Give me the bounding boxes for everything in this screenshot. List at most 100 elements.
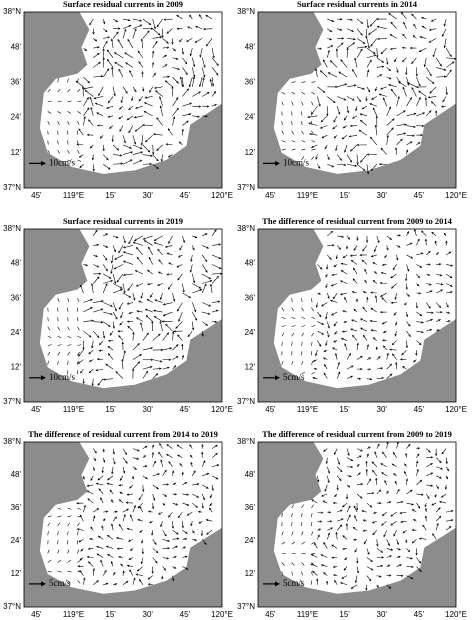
current-arrow xyxy=(102,466,104,473)
current-arrow xyxy=(429,86,437,94)
current-arrow xyxy=(144,111,153,117)
current-arrow xyxy=(406,478,408,485)
arrow-head xyxy=(323,364,327,367)
current-arrow xyxy=(360,113,367,117)
arrow-head xyxy=(445,92,448,96)
arrow-head xyxy=(388,586,392,589)
arrow-head xyxy=(123,514,126,517)
arrow-head xyxy=(368,357,372,360)
arrow-head xyxy=(381,263,385,266)
lat-label: 37°N xyxy=(3,602,21,611)
arrow-head xyxy=(82,87,86,90)
arrow-head xyxy=(371,521,375,524)
current-arrow xyxy=(315,154,318,160)
arrow-head xyxy=(107,36,111,39)
current-arrow xyxy=(301,562,305,566)
current-arrow xyxy=(366,566,374,571)
arrow-head xyxy=(97,46,100,49)
arrow-head xyxy=(138,98,142,102)
current-arrow xyxy=(337,96,346,101)
current-arrow xyxy=(112,516,117,522)
current-arrow xyxy=(354,515,358,522)
lon-label: 119°E xyxy=(63,610,84,619)
current-arrow xyxy=(101,525,104,531)
arrow-head xyxy=(155,90,158,93)
arrow-head xyxy=(389,237,393,240)
arrow-head xyxy=(153,460,156,464)
arrow-head xyxy=(450,264,454,267)
current-arrow xyxy=(192,321,194,330)
arrow-head xyxy=(152,50,155,54)
arrow-head xyxy=(393,313,396,316)
arrow-head xyxy=(114,61,117,65)
arrow-head xyxy=(196,482,200,486)
arrow-head xyxy=(360,160,363,163)
current-arrow xyxy=(332,125,338,130)
current-arrow xyxy=(165,324,173,332)
arrow-head xyxy=(330,527,334,530)
current-arrow xyxy=(311,571,313,576)
arrow-head xyxy=(181,343,184,347)
current-arrow xyxy=(328,72,338,78)
arrow-head xyxy=(327,471,330,474)
current-arrow xyxy=(96,483,104,486)
arrow-head xyxy=(89,96,92,100)
arrow-head xyxy=(167,128,171,131)
frame xyxy=(23,228,223,403)
arrow-head xyxy=(134,270,138,273)
current-arrow xyxy=(176,264,183,268)
current-arrow xyxy=(431,232,437,237)
current-arrow xyxy=(57,522,61,527)
current-arrow xyxy=(406,444,411,449)
current-arrow xyxy=(355,106,358,111)
arrow-head xyxy=(136,457,140,460)
current-arrow xyxy=(416,330,424,333)
arrow-head xyxy=(111,471,114,475)
arrow-head xyxy=(341,330,345,333)
current-arrow xyxy=(103,273,112,279)
current-arrow xyxy=(376,367,383,370)
lat-label: 37°N xyxy=(237,397,255,406)
arrow-head xyxy=(397,81,401,84)
arrow-head xyxy=(388,106,391,110)
arrow-head xyxy=(369,505,373,508)
arrow-head xyxy=(381,523,384,526)
current-arrow xyxy=(412,539,417,544)
current-arrow xyxy=(371,96,377,100)
current-arrow xyxy=(192,539,197,541)
current-arrow xyxy=(182,67,188,75)
arrow-head xyxy=(118,250,121,254)
arrow-head xyxy=(166,31,169,34)
lat-label: 48' xyxy=(245,259,256,268)
current-arrow xyxy=(392,463,397,468)
current-arrow xyxy=(312,377,318,379)
arrow-head xyxy=(340,469,343,473)
arrow-head xyxy=(131,368,135,371)
arrow-head xyxy=(369,24,373,27)
arrow-head xyxy=(399,511,403,515)
current-arrow xyxy=(162,332,169,341)
current-arrow xyxy=(337,518,344,522)
arrow-head xyxy=(120,288,123,292)
current-arrow xyxy=(362,259,368,265)
current-arrow xyxy=(353,527,358,531)
current-arrow xyxy=(112,321,115,329)
arrow-head xyxy=(109,489,112,493)
arrow-head xyxy=(352,98,355,101)
current-arrow xyxy=(179,141,183,146)
arrow-head xyxy=(181,128,184,132)
current-arrow xyxy=(211,48,215,58)
arrow-head xyxy=(84,90,88,93)
arrow-head xyxy=(86,484,90,487)
arrow-head xyxy=(90,526,93,530)
current-arrow xyxy=(77,528,84,531)
arrow-head xyxy=(348,352,351,356)
arrow-head xyxy=(118,116,121,120)
current-arrow xyxy=(281,571,284,576)
current-arrow xyxy=(336,372,341,379)
current-arrow xyxy=(301,371,305,375)
arrow-head xyxy=(327,326,330,329)
arrow-head xyxy=(350,586,354,589)
arrow-head xyxy=(354,57,357,61)
current-arrow xyxy=(118,245,124,253)
